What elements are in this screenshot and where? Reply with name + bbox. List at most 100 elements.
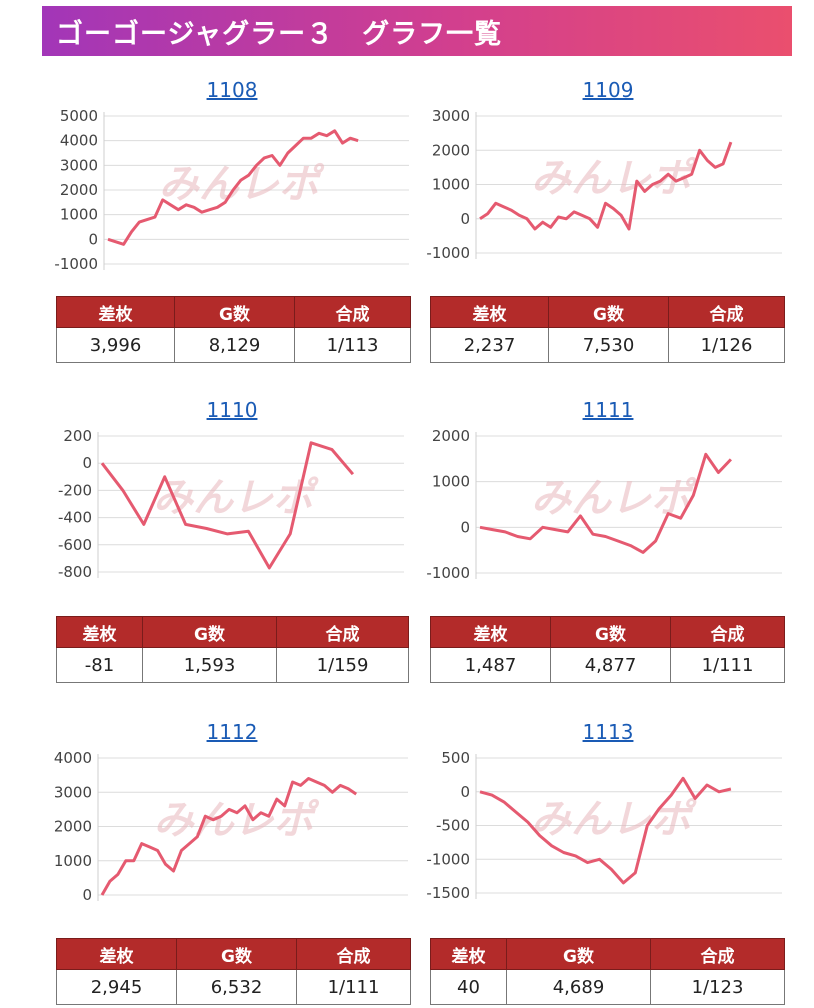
stats-header-cell: G数 (142, 616, 277, 648)
stats-value-cell: 1,593 (142, 647, 277, 683)
y-tick-label: 3000 (54, 783, 92, 801)
y-tick-label: 3000 (60, 156, 98, 174)
stats-header-cell: 合成 (670, 616, 785, 648)
stats-table: 差枚 G数 合成 2,945 6,532 1/111 (56, 938, 411, 1005)
stats-header-cell: 合成 (668, 296, 785, 328)
machine-number-link[interactable]: 1110 (206, 398, 258, 422)
y-tick-label: -600 (58, 536, 92, 554)
stats-header-cell: G数 (506, 938, 651, 970)
watermark-logo: みんレポ (154, 797, 320, 843)
stats-table: 差枚 G数 合成 3,996 8,129 1/113 (56, 296, 411, 363)
graph-panel: 1111 2000 1000 0 -1000 みんレポ 差枚 G数 合成 1,487 4,877 1/… (418, 398, 798, 683)
y-tick-label: 0 (82, 454, 92, 472)
series-line (479, 776, 732, 885)
stats-value-cell: 1/111 (296, 969, 411, 1005)
y-tick-label: -1000 (54, 255, 98, 273)
stats-table: 差枚 G数 合成 40 4,689 1/123 (430, 938, 785, 1005)
stats-value-cell: 1/111 (670, 647, 785, 683)
stats-header-cell: G数 (550, 616, 671, 648)
y-tick-label: 0 (82, 886, 92, 904)
y-tick-label: -1000 (426, 244, 470, 262)
stats-value-cell: -81 (56, 647, 143, 683)
stats-value-cell: 1/159 (276, 647, 409, 683)
y-tick-label: -200 (58, 481, 92, 499)
machine-number-link[interactable]: 1112 (206, 720, 258, 744)
stats-header-cell: G数 (548, 296, 669, 328)
y-tick-label: 0 (88, 230, 98, 248)
y-tick-label: -1000 (426, 850, 470, 868)
stats-header-cell: G数 (176, 938, 297, 970)
stats-value-cell: 1/126 (668, 327, 785, 363)
watermark-logo: みんレポ (159, 161, 325, 207)
graph-panel: 1109 3000 2000 1000 0 -1000 みんレポ差枚 G数 合成 2,237 7,5… (418, 78, 798, 363)
y-tick-label: 3000 (432, 107, 470, 125)
y-tick-label: 4000 (54, 749, 92, 767)
stats-table: 差枚 G数 合成 -81 1,593 1/159 (56, 616, 409, 683)
page-title: ゴーゴージャグラー３ グラフ一覧 (42, 6, 792, 56)
stats-header-cell: 差枚 (56, 938, 177, 970)
y-tick-label: 1000 (432, 473, 470, 491)
stats-header-cell: 差枚 (430, 296, 549, 328)
series-line (479, 141, 733, 231)
machine-number-link[interactable]: 1109 (582, 78, 634, 102)
stats-header-cell: G数 (174, 296, 295, 328)
stats-header-cell: 差枚 (56, 296, 175, 328)
y-tick-label: 2000 (432, 427, 470, 445)
y-tick-label: -800 (58, 563, 92, 581)
graph-panel: 1110 200 0 -200 -400 -600 -800 みんレポ 差枚 G数 合成 -81 1,5… (42, 398, 422, 683)
stats-value-cell: 1/113 (294, 327, 411, 363)
stats-value-cell: 7,530 (548, 327, 669, 363)
series-line (100, 441, 355, 570)
y-tick-label: 0 (460, 210, 470, 228)
y-tick-label: 2000 (432, 141, 470, 159)
line-chart: 5000 4000 3000 2000 1000 0 -1000 みんレポ (54, 107, 409, 273)
watermark-logo: みんレポ (531, 155, 697, 201)
stats-value-cell: 2,945 (56, 969, 177, 1005)
machine-number-link[interactable]: 1108 (206, 78, 258, 102)
y-tick-label: -400 (58, 509, 92, 527)
stats-value-cell: 40 (430, 969, 507, 1005)
y-tick-label: 1000 (432, 176, 470, 194)
graph-panel: 1113 500 0 -500 -1000 -1500 みんレポ差枚 G数 合成 40 4,689 1… (418, 720, 798, 1005)
y-tick-label: 4000 (60, 132, 98, 150)
stats-table: 差枚 G数 合成 1,487 4,877 1/111 (430, 616, 785, 683)
y-tick-label: 2000 (54, 818, 92, 836)
line-chart: 4000 3000 2000 1000 0 みんレポ (54, 749, 408, 904)
series-line (107, 129, 359, 246)
line-chart: 500 0 -500 -1000 -1500 みんレポ (426, 749, 782, 902)
watermark-logo: みんレポ (531, 796, 697, 842)
stats-header-cell: 差枚 (430, 616, 551, 648)
graph-panel: 1112 4000 3000 2000 1000 0 みんレポ差枚 G数 合成 2,945 6,53… (42, 720, 422, 1005)
stats-value-cell: 1/123 (650, 969, 785, 1005)
stats-header-cell: 差枚 (430, 938, 507, 970)
line-chart: 3000 2000 1000 0 -1000 みんレポ (426, 107, 782, 262)
stats-table: 差枚 G数 合成 2,237 7,530 1/126 (430, 296, 785, 363)
y-tick-label: 0 (460, 783, 470, 801)
machine-number-link[interactable]: 1111 (582, 398, 634, 422)
stats-value-cell: 2,237 (430, 327, 549, 363)
y-tick-label: 500 (441, 749, 470, 767)
stats-value-cell: 8,129 (174, 327, 295, 363)
y-tick-label: -1500 (426, 884, 470, 902)
y-tick-label: -1000 (426, 564, 470, 582)
machine-number-link[interactable]: 1113 (582, 720, 634, 744)
stats-value-cell: 4,689 (506, 969, 651, 1005)
stats-value-cell: 4,877 (550, 647, 671, 683)
stats-header-cell: 合成 (650, 938, 785, 970)
y-tick-label: 2000 (60, 181, 98, 199)
y-tick-label: 1000 (60, 206, 98, 224)
y-tick-label: 0 (460, 518, 470, 536)
y-tick-label: 1000 (54, 852, 92, 870)
y-tick-label: -500 (436, 817, 470, 835)
stats-header-cell: 合成 (294, 296, 411, 328)
y-tick-label: 5000 (60, 107, 98, 125)
stats-value-cell: 6,532 (176, 969, 297, 1005)
stats-header-cell: 合成 (296, 938, 411, 970)
graph-panel: 1108 5000 4000 3000 2000 1000 0 -1000 みんレポ差枚 G数 合成… (42, 78, 422, 363)
stats-value-cell: 1,487 (430, 647, 551, 683)
stats-header-cell: 差枚 (56, 616, 143, 648)
y-tick-label: 200 (63, 427, 92, 445)
series-line (100, 777, 358, 896)
